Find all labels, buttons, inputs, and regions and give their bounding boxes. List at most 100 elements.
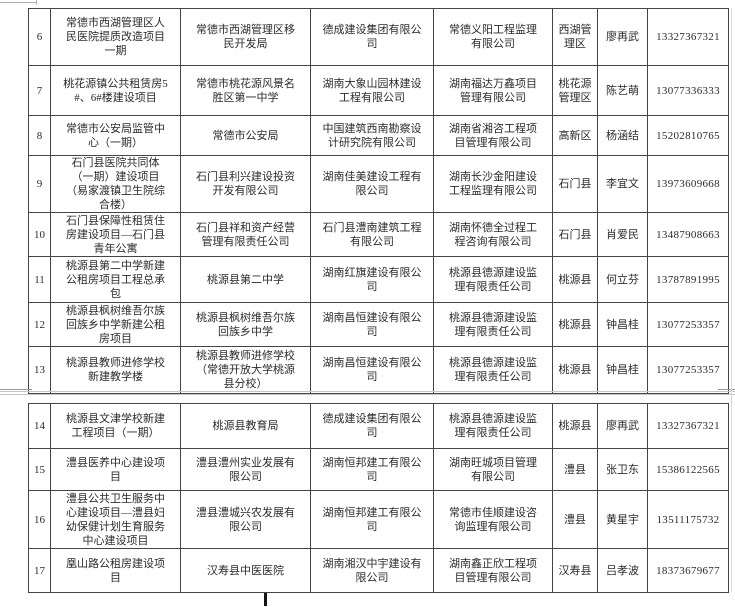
cell-owner-unit[interactable]: 桃源县枫树维吾尔族回族乡中学 [180, 302, 311, 347]
cell-contractor-unit[interactable]: 湖南湘汉中宇建设有限公司 [310, 548, 434, 593]
cell-contact-name[interactable]: 黄星宇 [597, 490, 648, 549]
cell-owner-unit[interactable]: 桃源县第二中学 [180, 256, 311, 303]
cell-supervisor-unit[interactable]: 湖南省湘咨工程项目管理有限公司 [433, 115, 553, 156]
cell-seq[interactable]: 7 [28, 65, 51, 116]
cell-contact-name[interactable]: 肖爱民 [597, 212, 648, 257]
cell-contractor-unit[interactable]: 湖南大象山园林建设工程有限公司 [310, 65, 434, 116]
cell-district[interactable]: 石门县 [552, 155, 598, 213]
cell-owner-unit[interactable]: 石门县祥和资产经营管理有限责任公司 [180, 212, 311, 257]
cell-contact-name[interactable]: 廖再武 [597, 403, 648, 449]
cell-owner-unit[interactable]: 澧县澧城兴农发展有限公司 [180, 490, 311, 549]
cell-owner-unit[interactable]: 澧县澧州实业发展有限公司 [180, 448, 311, 491]
cell-seq[interactable]: 11 [28, 256, 51, 303]
cell-contractor-unit[interactable]: 中国建筑西南勘察设计研究院有限公司 [310, 115, 434, 156]
cell-phone[interactable]: 13077253357 [647, 346, 729, 394]
cell-owner-unit[interactable]: 桃源县教育局 [180, 403, 311, 449]
table-row: 16 澧县公共卫生服务中心建设项目—澧县妇幼保健计划生育服务中心建设项目 澧县澧城兴… [28, 490, 729, 549]
cell-project-name[interactable]: 澧县公共卫生服务中心建设项目—澧县妇幼保健计划生育服务中心建设项目 [50, 490, 181, 549]
cell-contractor-unit[interactable]: 湖南昌恒建设有限公司 [310, 302, 434, 347]
cell-project-name[interactable]: 常德市公安局监管中心（一期） [50, 115, 181, 156]
cell-owner-unit[interactable]: 汉寿县中医医院 [180, 548, 311, 593]
table-row: 6 常德市西湖管理区人民医院提质改造项目一期 常德市西湖管理区移民开发局 德成建设集团… [28, 8, 729, 66]
cell-district[interactable]: 桃花源管理区 [552, 65, 598, 116]
cell-project-name[interactable]: 桃源县第二中学新建公租房项目工程总承包 [50, 256, 181, 303]
cell-district[interactable]: 石门县 [552, 212, 598, 257]
cell-contact-name[interactable]: 钟昌桂 [597, 346, 648, 394]
cell-owner-unit[interactable]: 常德市公安局 [180, 115, 311, 156]
cell-owner-unit[interactable]: 常德市桃花源风景名胜区第一中学 [180, 65, 311, 116]
cell-project-name[interactable]: 凰山路公租房建设项目 [50, 548, 181, 593]
cell-contractor-unit[interactable]: 湖南恒邦建工有限公司 [310, 448, 434, 491]
cell-district[interactable]: 澧县 [552, 490, 598, 549]
cell-owner-unit[interactable]: 桃源县教师进修学校（常德开放大学桃源县分校） [180, 346, 311, 394]
cell-contractor-unit[interactable]: 德成建设集团有限公司 [310, 8, 434, 66]
cell-seq[interactable]: 13 [28, 346, 51, 394]
cell-district[interactable]: 桃源县 [552, 403, 598, 449]
cell-contractor-unit[interactable]: 湖南红旗建设有限公司 [310, 256, 434, 303]
cell-phone[interactable]: 13511175732 [647, 490, 729, 549]
cell-contact-name[interactable]: 钟昌桂 [597, 302, 648, 347]
cell-contact-name[interactable]: 杨涵结 [597, 115, 648, 156]
cell-seq[interactable]: 8 [28, 115, 51, 156]
cell-supervisor-unit[interactable]: 桃源县德源建设监理有限责任公司 [433, 256, 553, 303]
cell-contact-name[interactable]: 吕孝波 [597, 548, 648, 593]
cell-supervisor-unit[interactable]: 湖南怀德全过程工程咨询有限公司 [433, 212, 553, 257]
cell-supervisor-unit[interactable]: 桃源县德源建设监理有限责任公司 [433, 302, 553, 347]
cell-seq[interactable]: 10 [28, 212, 51, 257]
cell-seq[interactable]: 9 [28, 155, 51, 213]
cell-phone[interactable]: 13077336333 [647, 65, 729, 116]
cell-seq[interactable]: 16 [28, 490, 51, 549]
cell-district[interactable]: 澧县 [552, 448, 598, 491]
cell-seq[interactable]: 17 [28, 548, 51, 593]
cell-project-name[interactable]: 桃源县教师进修学校新建教学楼 [50, 346, 181, 394]
cell-project-name[interactable]: 石门县医院共同体（一期）建设项目（易家渡镇卫生院综合楼） [50, 155, 181, 213]
cell-project-name[interactable]: 常德市西湖管理区人民医院提质改造项目一期 [50, 8, 181, 66]
cell-supervisor-unit[interactable]: 湖南长沙金阳建设工程监理有限公司 [433, 155, 553, 213]
cell-seq[interactable]: 12 [28, 302, 51, 347]
cell-phone[interactable]: 13787891995 [647, 256, 729, 303]
cell-phone[interactable]: 13077253357 [647, 302, 729, 347]
cell-phone[interactable]: 18373679677 [647, 548, 729, 593]
cell-supervisor-unit[interactable]: 桃源县德源建设监理有限责任公司 [433, 346, 553, 394]
cell-district[interactable]: 桃源县 [552, 256, 598, 303]
cell-contact-name[interactable]: 李宜文 [597, 155, 648, 213]
cell-project-name[interactable]: 澧县医养中心建设项目 [50, 448, 181, 491]
cell-contractor-unit[interactable]: 湖南佳美建设工程有限公司 [310, 155, 434, 213]
cell-supervisor-unit[interactable]: 常德义阳工程监理有限公司 [433, 8, 553, 66]
cell-contact-name[interactable]: 张卫东 [597, 448, 648, 491]
cell-district[interactable]: 西湖管理区 [552, 8, 598, 66]
cell-seq[interactable]: 15 [28, 448, 51, 491]
cell-contact-name[interactable]: 何立芬 [597, 256, 648, 303]
cell-project-name[interactable]: 石门县保障性租赁住房建设项目—石门县青年公寓 [50, 212, 181, 257]
cell-contact-name[interactable]: 廖再武 [597, 8, 648, 66]
cell-supervisor-unit[interactable]: 常德市佳顺建设咨询监理有限公司 [433, 490, 553, 549]
cell-phone[interactable]: 15202810765 [647, 115, 729, 156]
cell-supervisor-unit[interactable]: 桃源县德源建设监理有限责任公司 [433, 403, 553, 449]
table-row: 10 石门县保障性租赁住房建设项目—石门县青年公寓 石门县祥和资产经营管理有限责任公… [28, 212, 729, 257]
cell-project-name[interactable]: 桃源县文津学校新建工程项目（一期） [50, 403, 181, 449]
cell-district[interactable]: 桃源县 [552, 346, 598, 394]
cell-phone[interactable]: 13327367321 [647, 8, 729, 66]
cell-supervisor-unit[interactable]: 湖南旺城项目管理有限公司 [433, 448, 553, 491]
table-row: 11 桃源县第二中学新建公租房项目工程总承包 桃源县第二中学 湖南红旗建设有限公司 桃源… [28, 256, 729, 303]
cell-phone[interactable]: 13487908663 [647, 212, 729, 257]
cell-supervisor-unit[interactable]: 湖南福达万鑫项目管理有限公司 [433, 65, 553, 116]
cell-district[interactable]: 桃源县 [552, 302, 598, 347]
cell-owner-unit[interactable]: 石门县利兴建设投资开发有限公司 [180, 155, 311, 213]
cell-contractor-unit[interactable]: 湖南恒邦建工有限公司 [310, 490, 434, 549]
cell-phone[interactable]: 15386122565 [647, 448, 729, 491]
cell-phone[interactable]: 13327367321 [647, 403, 729, 449]
cell-contact-name[interactable]: 陈艺萌 [597, 65, 648, 116]
cell-phone[interactable]: 13973609668 [647, 155, 729, 213]
cell-seq[interactable]: 6 [28, 8, 51, 66]
cell-owner-unit[interactable]: 常德市西湖管理区移民开发局 [180, 8, 311, 66]
cell-project-name[interactable]: 桃源县枫树维吾尔族回族乡中学新建公租房项目 [50, 302, 181, 347]
cell-supervisor-unit[interactable]: 湖南鑫正欣工程项目管理有限公司 [433, 548, 553, 593]
cell-contractor-unit[interactable]: 石门县澧南建筑工程有限公司 [310, 212, 434, 257]
cell-contractor-unit[interactable]: 德成建设集团有限公司 [310, 403, 434, 449]
cell-district[interactable]: 汉寿县 [552, 548, 598, 593]
cell-seq[interactable]: 14 [28, 403, 51, 449]
cell-contractor-unit[interactable]: 湖南昌恒建设有限公司 [310, 346, 434, 394]
cell-district[interactable]: 高新区 [552, 115, 598, 156]
cell-project-name[interactable]: 桃花源镇公共租赁房5#、6#楼建设项目 [50, 65, 181, 116]
